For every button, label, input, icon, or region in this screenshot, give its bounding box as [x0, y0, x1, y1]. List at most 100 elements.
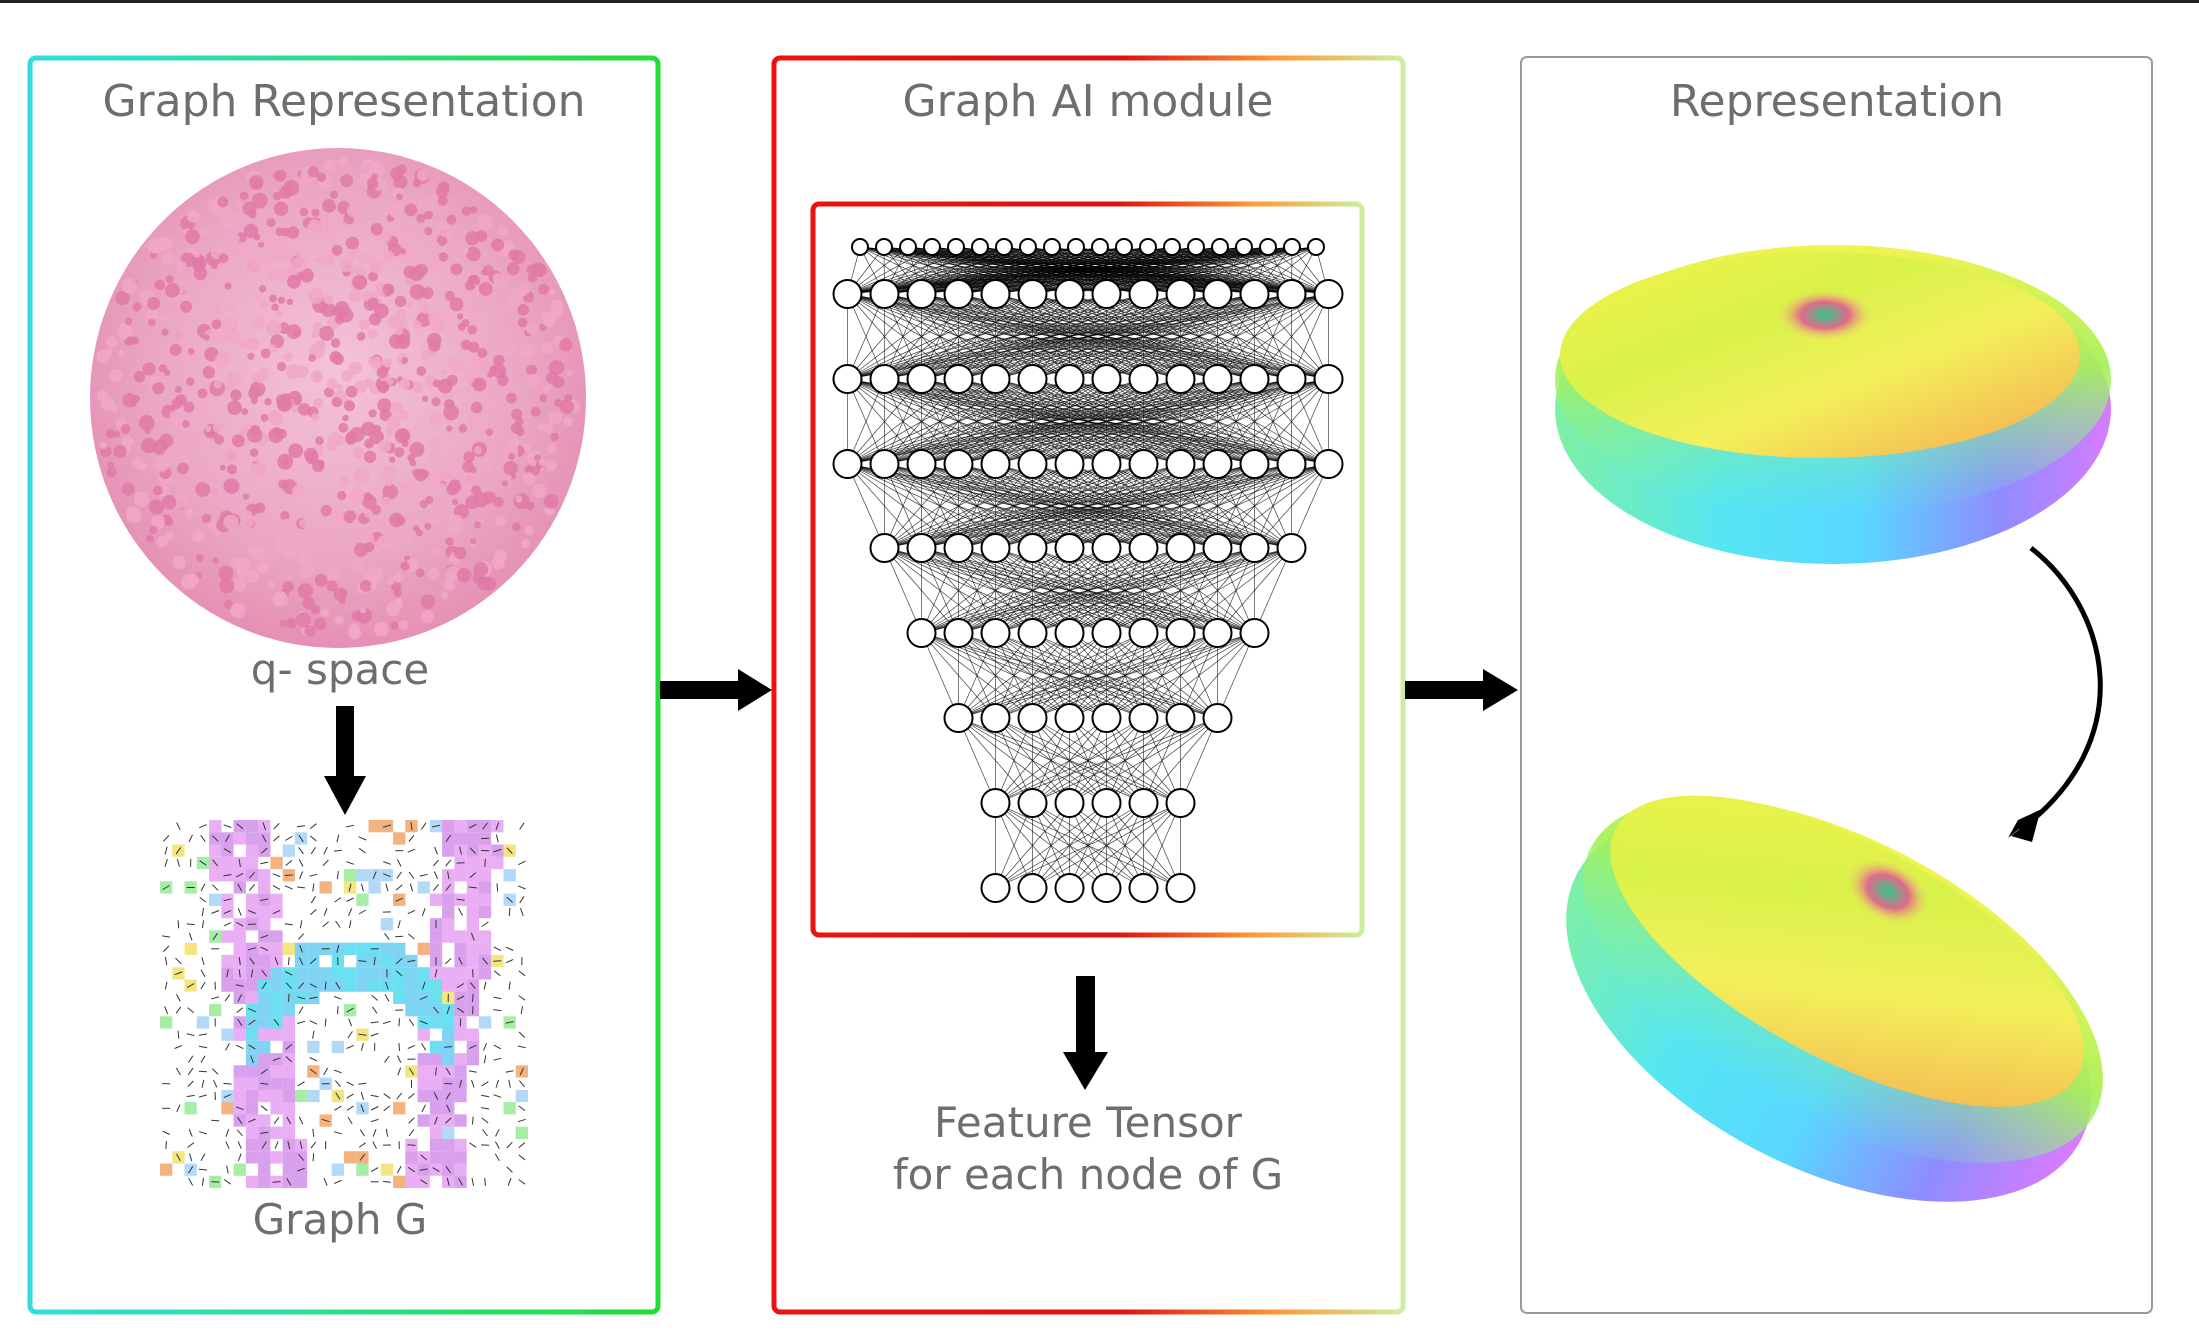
q-space-point [398, 619, 409, 631]
nn-connection [884, 463, 1218, 549]
q-space-point [524, 465, 534, 474]
graph-edge-glyph [298, 859, 304, 867]
graph-cell [454, 820, 467, 833]
q-space-point [253, 463, 266, 476]
graph-cell [491, 856, 504, 870]
q-space-point [453, 546, 467, 560]
q-space-point [311, 208, 320, 217]
nn-connection [884, 463, 1181, 549]
q-space-point [161, 251, 175, 265]
graph-edge-glyph [260, 861, 269, 865]
graph-cell [270, 1004, 283, 1017]
graph-edge-glyph [238, 957, 241, 966]
q-space-point [538, 458, 546, 466]
q-space-point [133, 370, 146, 383]
nn-node [1054, 533, 1085, 563]
q-space-point [326, 378, 338, 390]
graph-edge-glyph [469, 982, 476, 990]
q-space-point [297, 403, 311, 416]
q-space-point [438, 482, 446, 490]
q-space-point [372, 517, 389, 534]
graph-edge-glyph [518, 1142, 526, 1149]
nn-node [980, 788, 1011, 818]
q-space-point [285, 364, 301, 380]
q-space-point [509, 288, 524, 304]
graph-edge-glyph [273, 835, 280, 842]
graph-edge-glyph [237, 1153, 242, 1162]
graph-edge-glyph [483, 1043, 488, 1051]
graph-edge-glyph [495, 1079, 499, 1088]
graph-edge-glyph [164, 1006, 168, 1015]
q-space-point [229, 233, 240, 244]
graph-cell [270, 1089, 283, 1103]
feature-tensor-label-line2: for each node of G [892, 1150, 1284, 1199]
q-space-point [396, 516, 406, 526]
graph-cell [209, 1004, 222, 1017]
graph-edge-glyph [176, 1153, 181, 1162]
nn-connection [1143, 802, 1181, 889]
q-space-point [177, 261, 187, 272]
graph-edge-glyph [299, 920, 303, 929]
q-space-point [275, 526, 290, 542]
q-space-point [185, 229, 200, 245]
q-space-point [432, 379, 441, 388]
q-space-point [394, 428, 411, 444]
graph-edge-glyph [407, 1044, 416, 1049]
q-space-point [283, 179, 300, 196]
q-space-point [458, 424, 468, 433]
graph-edge-glyph [188, 1178, 194, 1186]
graph-edge-glyph [346, 1044, 354, 1049]
nn-connection [1069, 293, 1329, 380]
q-space-point [275, 309, 283, 318]
graph-edge-glyph [188, 932, 193, 941]
graph-edge-glyph [198, 1168, 207, 1171]
q-space-point [142, 362, 156, 376]
q-space-point [276, 396, 293, 412]
graph-edge-glyph [298, 1006, 304, 1014]
q-space-point [415, 199, 426, 209]
graph-edge-glyph [407, 848, 416, 853]
graph-edge-glyph [395, 970, 403, 977]
q-space-point [351, 610, 363, 622]
graph-edge-glyph [212, 884, 219, 891]
graph-edge-glyph [285, 982, 292, 989]
nn-connection [847, 378, 1181, 465]
graph-edge-glyph [335, 981, 341, 990]
q-space-point [339, 476, 350, 486]
graph-edge-glyph [235, 1106, 244, 1111]
nn-connection [1217, 547, 1292, 634]
graph-cell [245, 1151, 259, 1164]
q-space-point [474, 521, 481, 529]
graph-edge-glyph [346, 1093, 354, 1099]
nn-node [1202, 449, 1233, 479]
graph-cell [466, 893, 479, 906]
nn-node [943, 533, 974, 563]
q-space-point [472, 377, 487, 392]
graph-edge-glyph [223, 1093, 232, 1099]
graph-edge-glyph [397, 1067, 402, 1076]
nn-connection [884, 463, 1255, 549]
graph-edge-glyph [299, 944, 303, 953]
graph-cell [466, 1028, 479, 1041]
q-space-point [215, 351, 231, 368]
nn-node [1067, 238, 1085, 256]
q-space-point [379, 496, 393, 511]
graph-edge-glyph [310, 1141, 317, 1149]
graph-cell [270, 1126, 283, 1139]
q-space-point [467, 301, 480, 315]
q-space-point [115, 290, 130, 305]
nn-connection [1180, 717, 1218, 804]
q-space-point [539, 394, 548, 403]
graph-edge-glyph [335, 1092, 341, 1100]
q-space-point [493, 549, 508, 563]
nn-node [899, 238, 917, 256]
nn-connection [884, 246, 1245, 295]
graph-edge-glyph [323, 846, 328, 855]
q-space-point [146, 535, 154, 543]
nn-connection [921, 293, 1329, 380]
nn-node [1054, 788, 1085, 818]
q-space-point [300, 531, 316, 547]
q-space-point [446, 214, 457, 225]
graph-edge-glyph [519, 1080, 525, 1088]
graph-edge-glyph [346, 1081, 354, 1087]
